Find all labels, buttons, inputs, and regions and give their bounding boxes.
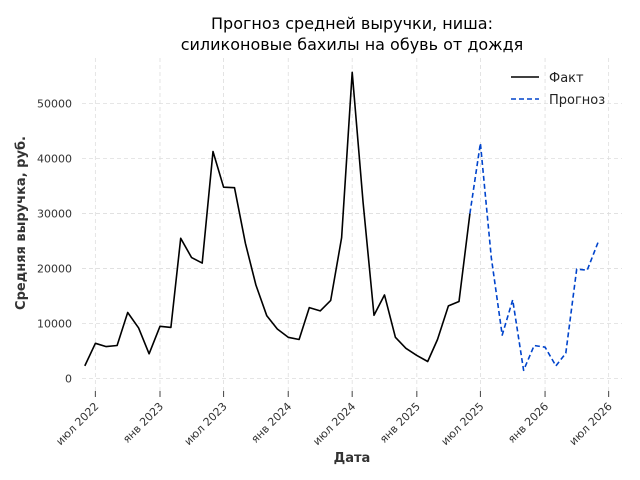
y-axis-ticks: 0 10000 20000 30000 40000 50000 [37,98,72,386]
y-tick-label: 0 [65,373,72,386]
series-lines [84,71,599,372]
chart-title: Прогноз средней выручки, ниша: силиконов… [181,14,524,54]
y-axis-label: Средняя выручка, руб. [14,136,29,310]
y-tick-label: 40000 [37,153,72,166]
series-line-forecast [469,142,599,372]
y-tick-label: 10000 [37,318,72,331]
y-tick-label: 30000 [37,208,72,221]
x-tick-label: янв 2023 [120,400,166,446]
x-tick-label: янв 2025 [377,400,423,446]
x-tick-label: янв 2024 [249,400,295,446]
x-tick-label: июл 2025 [438,400,486,448]
series-line-actual [84,71,471,367]
legend: Факт Прогноз [511,71,605,108]
y-tick-label: 50000 [37,98,72,111]
grid [82,58,622,395]
chart-title-line-1: Прогноз средней выручки, ниша: [211,14,493,33]
x-tick-label: янв 2026 [505,400,551,446]
x-tick-label: июл 2024 [310,400,358,448]
x-tick-label: июл 2026 [567,400,615,448]
legend-label: Прогноз [549,93,605,108]
x-axis-ticks: июл 2022 янв 2023 июл 2023 янв 2024 июл 2024… [53,391,615,448]
x-axis-label: Дата [334,451,371,466]
x-tick-label: июл 2023 [182,400,230,448]
y-tick-label: 20000 [37,263,72,276]
legend-label: Факт [549,71,584,86]
x-tick-label: июл 2022 [53,400,101,448]
chart-title-line-2: силиконовые бахилы на обувь от дождя [181,35,524,54]
